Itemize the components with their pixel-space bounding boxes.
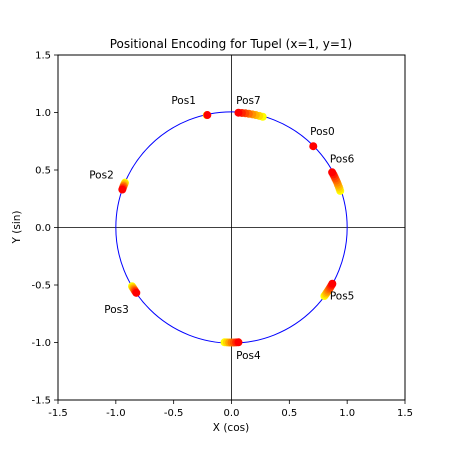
axis-ticks: -1.5 -1.0 -0.5 0.0 0.5 1.0 1.5 -1.5 -1.0 -0.5 0.0 0… [31,51,412,420]
y-axis-label: Y (sin) [11,211,23,245]
position-label-pos1: Pos1 [171,95,196,107]
position-label-pos7: Pos7 [236,95,261,107]
x-tick-label-5: 1.0 [339,408,355,419]
y-tick-label-4: 0.5 [35,166,51,177]
x-tick-label-1: -1.0 [106,408,126,419]
data-point-pos2-0 [118,185,127,194]
x-tick-label-6: 1.5 [397,408,413,419]
data-point-pos3-0 [132,288,141,297]
position-label-pos5: Pos5 [330,290,355,302]
position-label-pos4: Pos4 [236,350,261,362]
y-tick-label-5: 1.0 [35,108,51,119]
chart-title: Positional Encoding for Tupel (x=1, y=1) [110,37,353,51]
position-label-pos0: Pos0 [310,126,335,138]
x-tick-label-0: -1.5 [48,408,68,419]
x-axis-label: X (cos) [213,422,249,434]
y-tick-label-1: -1.0 [31,338,51,349]
y-tick-label-3: 0.0 [35,223,51,234]
data-point-pos5-0 [328,279,337,288]
position-label-pos3: Pos3 [104,304,129,316]
x-tick-label-4: 0.5 [281,408,297,419]
y-tick-label-2: -0.5 [31,281,51,292]
x-tick-label-3: 0.0 [224,408,240,419]
data-point-pos7-0 [234,108,243,117]
x-tick-label-2: -0.5 [164,408,184,419]
position-label-pos2: Pos2 [89,170,114,182]
data-point-pos6-0 [328,168,337,177]
data-point-pos4-0 [234,338,243,347]
position-label-pos6: Pos6 [330,154,355,166]
y-tick-label-0: -1.5 [31,396,51,407]
y-tick-label-6: 1.5 [35,51,51,62]
data-point-pos1-0 [203,111,212,120]
data-point-pos0-0 [309,142,318,151]
